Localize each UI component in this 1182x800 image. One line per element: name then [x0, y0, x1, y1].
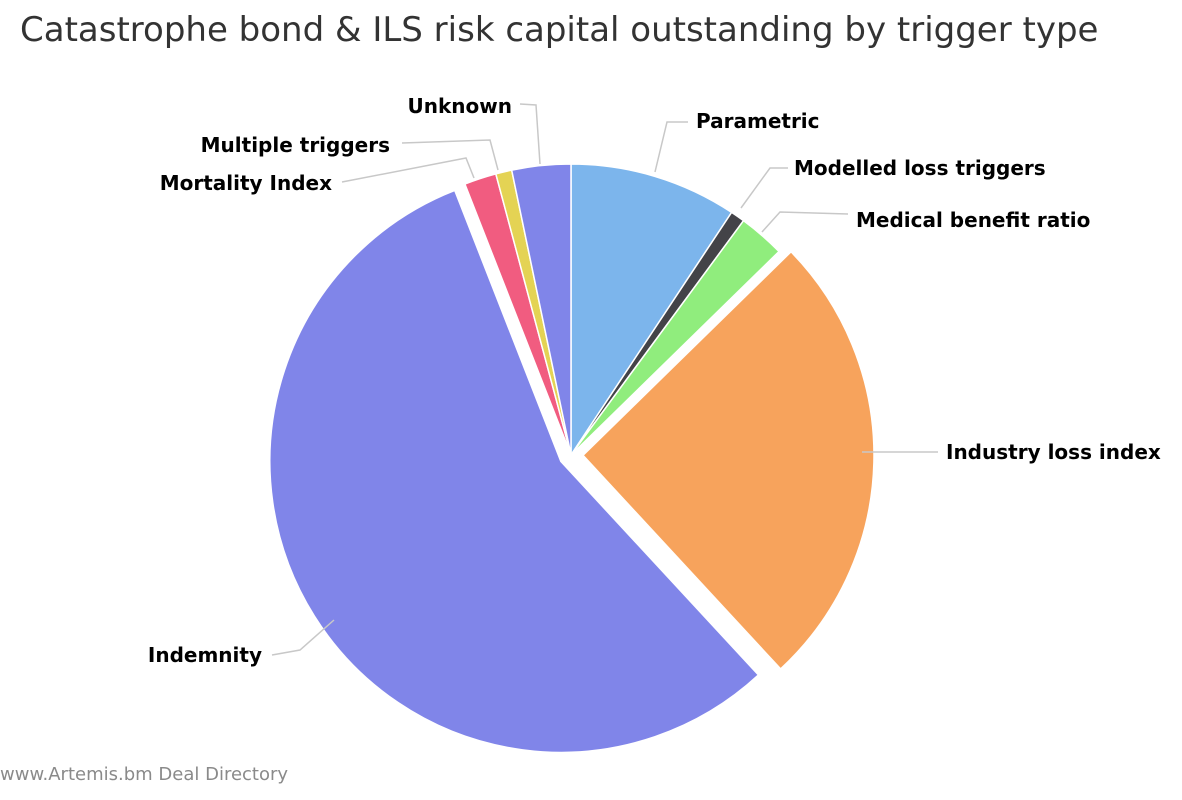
slice-label-parametric: Parametric — [696, 109, 820, 133]
slice-label-modelled-loss-triggers: Modelled loss triggers — [794, 156, 1046, 180]
connector-mortality-index — [341, 157, 475, 183]
pie-slice-medical-benefit-ratio[interactable] — [570, 219, 780, 456]
labels-layer: Parametric Modelled loss triggers Medical … — [148, 94, 1161, 667]
pie-slice-indemnity[interactable] — [269, 189, 760, 754]
connector-unknown — [519, 103, 541, 165]
pie-slice-parametric[interactable] — [570, 163, 733, 456]
chart-title: Catastrophe bond & ILS risk capital outs… — [20, 10, 1099, 50]
connector-parametric — [654, 121, 688, 173]
connectors-layer — [271, 103, 938, 656]
slice-label-mortality-index: Mortality Index — [160, 171, 332, 195]
slice-label-indemnity: Indemnity — [148, 643, 262, 667]
connector-indemnity — [271, 619, 335, 656]
chart-credit: www.Artemis.bm Deal Directory — [0, 764, 289, 785]
connector-medical-benefit-ratio — [761, 211, 849, 233]
slice-label-medical-benefit-ratio: Medical benefit ratio — [856, 208, 1090, 232]
slices-layer — [269, 163, 875, 754]
slice-label-unknown: Unknown — [408, 94, 512, 118]
pie-slice-unknown[interactable] — [510, 163, 572, 456]
connector-modelled-loss-triggers — [740, 167, 788, 209]
connector-multiple-triggers — [401, 139, 499, 171]
slice-label-multiple-triggers: Multiple triggers — [201, 133, 390, 157]
pie-slice-industry-loss-index[interactable] — [582, 251, 875, 670]
slice-label-industry-loss-index: Industry loss index — [946, 440, 1161, 464]
